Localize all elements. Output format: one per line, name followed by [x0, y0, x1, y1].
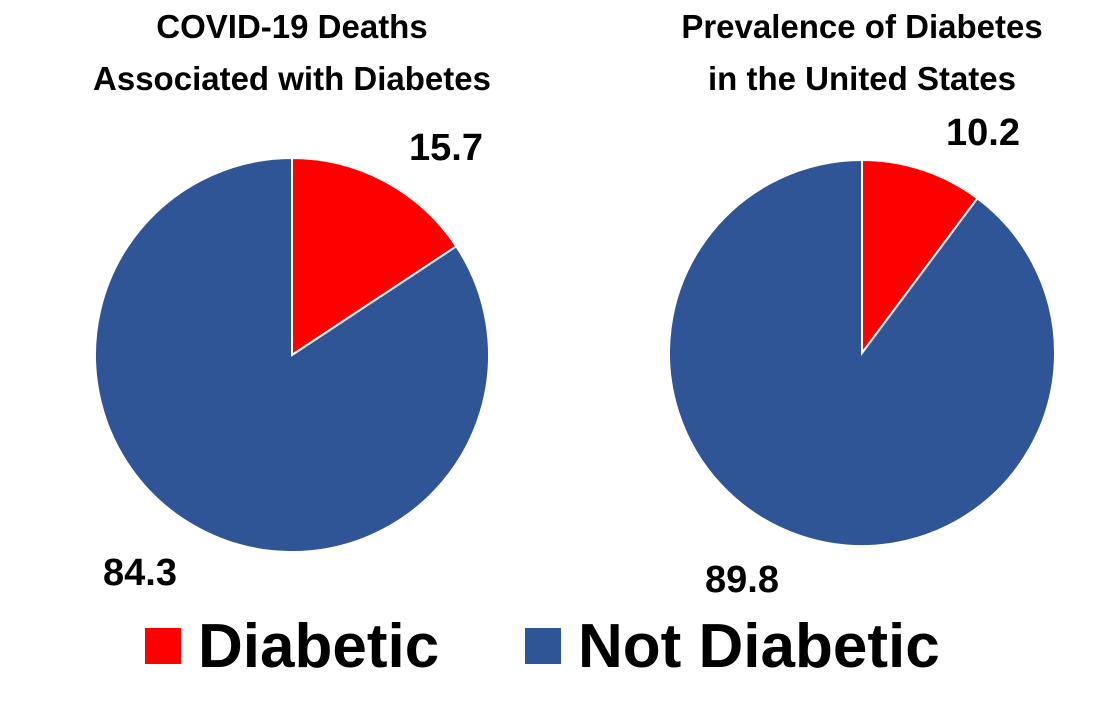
data-label-diabetic: 10.2 — [946, 112, 1020, 154]
chart-title-line: COVID-19 Deaths — [156, 8, 427, 45]
legend-label-diabetic: Diabetic — [198, 612, 439, 681]
chart-title-line: Prevalence of Diabetes — [681, 8, 1042, 45]
chart-title-line: in the United States — [708, 60, 1016, 97]
legend-swatch-not-diabetic — [525, 628, 561, 664]
pie-chart-covid-deaths: COVID-19 Deaths Associated with Diabetes… — [93, 8, 491, 594]
data-label-not-diabetic: 89.8 — [705, 559, 779, 601]
legend-swatch-diabetic — [145, 628, 181, 664]
pie-slices — [668, 158, 1056, 547]
pie-slice-not-diabetic — [668, 158, 1056, 547]
legend: Diabetic Not Diabetic — [145, 612, 940, 681]
legend-label-not-diabetic: Not Diabetic — [578, 612, 940, 681]
data-label-diabetic: 15.7 — [409, 127, 483, 169]
chart-title-line: Associated with Diabetes — [93, 60, 491, 97]
pie-slice-diabetic — [291, 156, 458, 357]
pie-chart-diabetes-prevalence: Prevalence of Diabetes in the United Sta… — [668, 8, 1056, 601]
data-label-not-diabetic: 84.3 — [103, 552, 177, 594]
pie-slices — [94, 156, 490, 553]
pie-slice-diabetic — [861, 158, 979, 357]
pie-slice-not-diabetic — [94, 156, 490, 553]
